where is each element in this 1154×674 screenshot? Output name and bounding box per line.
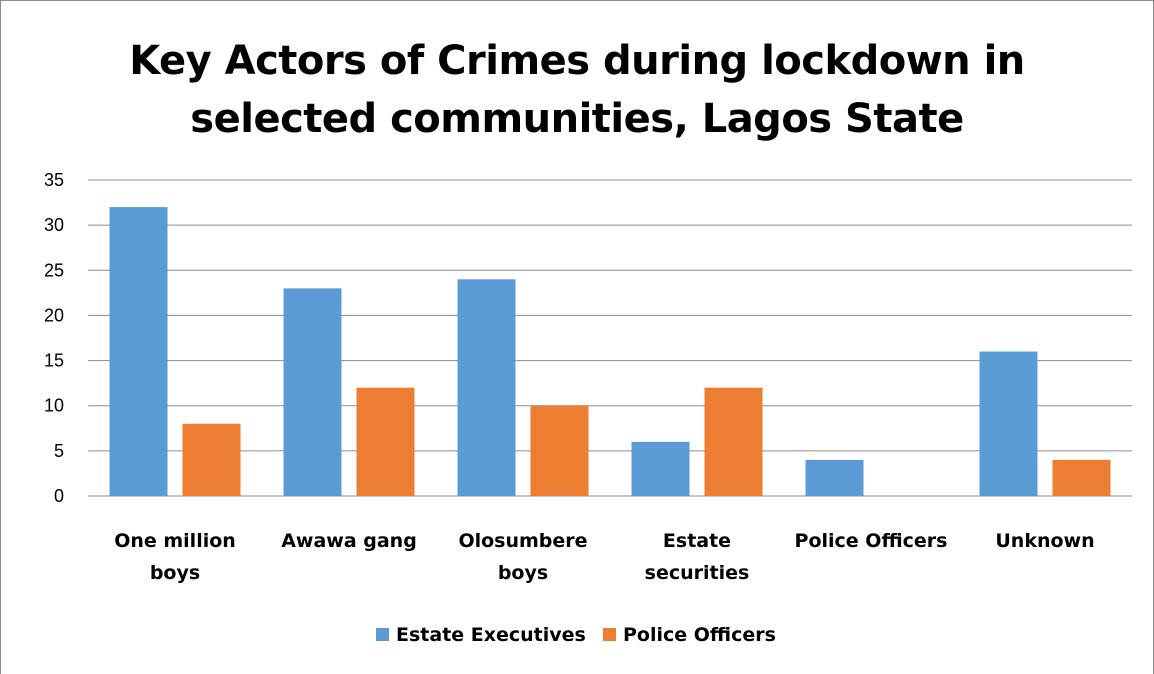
bar-police-officers: [182, 423, 241, 496]
x-category-label-line: Unknown: [995, 530, 1094, 552]
bars: [109, 207, 1111, 497]
y-tick-label: 0: [54, 486, 64, 506]
y-tick-label: 5: [54, 441, 64, 461]
x-axis: One million boys Awawa gang Olosumbere boys E…: [114, 530, 1094, 584]
x-category-label-line: Awawa gang: [281, 530, 417, 552]
x-category-label-line: Olosumbere: [458, 530, 587, 552]
legend: Estate Executives Police Officers: [376, 624, 776, 646]
x-category-label: Police Officers: [795, 530, 948, 552]
x-category-label: Estate securities: [645, 530, 750, 584]
legend-swatch: [603, 628, 616, 641]
bar-police-officers: [1052, 459, 1111, 496]
bar-estate-executives: [979, 351, 1038, 496]
x-category-label-line: boys: [498, 562, 548, 584]
x-category-label-line: Estate: [663, 530, 731, 552]
bar-estate-executives: [109, 207, 168, 497]
chart-title: Key Actors of Crimes during lockdown in …: [0, 32, 1154, 148]
chart-title-line-2: selected communities, Lagos State: [190, 96, 964, 142]
y-tick-label: 15: [44, 351, 64, 371]
legend-swatch: [376, 628, 389, 641]
x-category-label: Awawa gang: [281, 530, 417, 552]
y-tick-label: 30: [44, 215, 64, 235]
x-category-label: One million boys: [114, 530, 236, 584]
x-category-label-line: One million: [114, 530, 236, 552]
y-tick-label: 20: [44, 305, 64, 325]
bar-police-officers: [530, 405, 589, 496]
x-category-label-line: securities: [645, 562, 750, 584]
legend-label: Estate Executives: [396, 624, 586, 646]
bar-police-officers: [356, 387, 415, 496]
gridlines: [88, 179, 1132, 497]
y-tick-label: 35: [44, 170, 64, 190]
bar-estate-executives: [631, 441, 690, 496]
y-axis: 0 5 10 15 20 25 30 35: [44, 170, 64, 506]
y-tick-label: 10: [44, 396, 64, 416]
x-category-label-line: boys: [150, 562, 200, 584]
y-tick-label: 25: [44, 260, 64, 280]
x-category-label: Olosumbere boys: [458, 530, 587, 584]
x-category-label-line: Police Officers: [795, 530, 948, 552]
legend-label: Police Officers: [623, 624, 776, 646]
chart-title-line-1: Key Actors of Crimes during lockdown in: [129, 38, 1025, 84]
bar-police-officers: [704, 387, 763, 496]
bar-estate-executives: [457, 279, 516, 496]
bar-estate-executives: [805, 459, 864, 496]
bar-estate-executives: [283, 288, 342, 496]
x-category-label: Unknown: [995, 530, 1094, 552]
